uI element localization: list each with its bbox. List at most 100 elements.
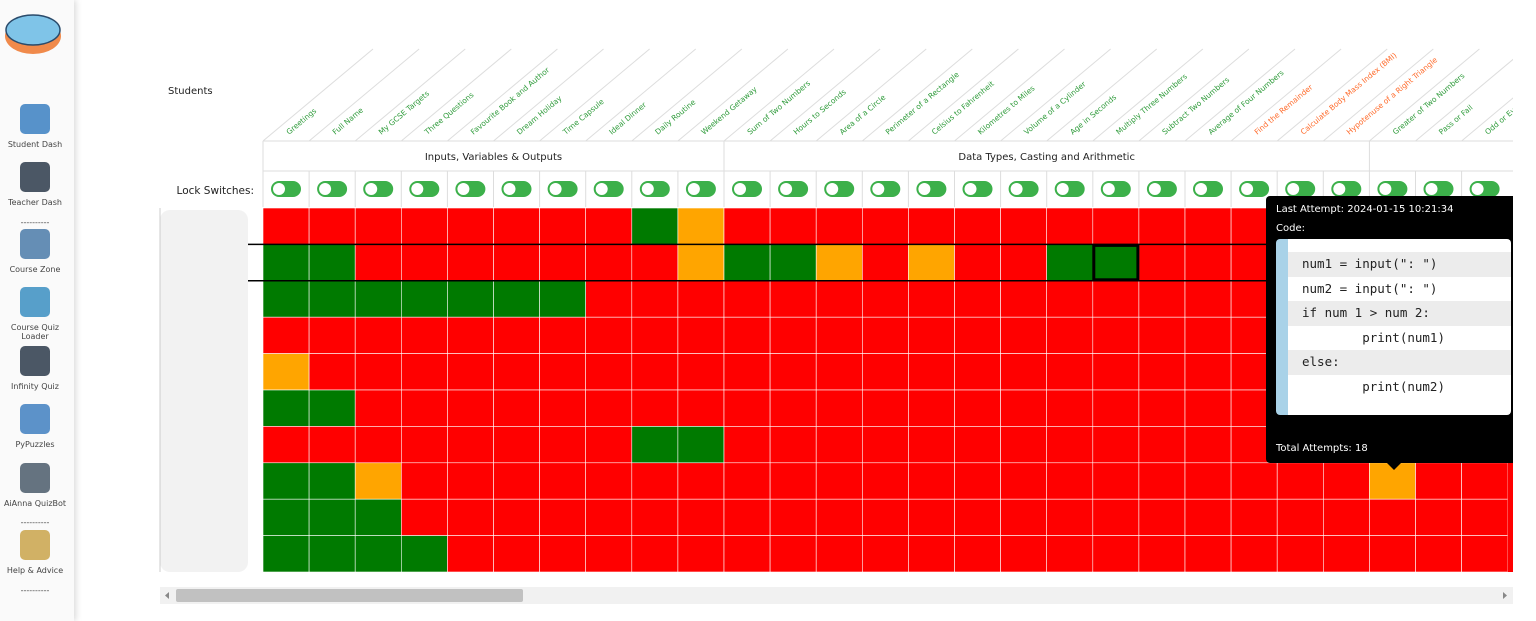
- result-cell: [539, 535, 586, 573]
- result-cell: [1000, 462, 1047, 500]
- column-header: Pass or Fail: [1437, 103, 1475, 137]
- scrollbar-thumb[interactable]: [176, 589, 523, 602]
- result-cell: [1092, 498, 1140, 536]
- last-attempt: Last Attempt: 2024-01-15 10:21:34: [1276, 204, 1454, 215]
- code-box: num1 = input(": ") num2 = input(": ") if n…: [1276, 239, 1511, 415]
- result-cell: [493, 498, 540, 536]
- header-diagonal: [631, 48, 743, 142]
- result-cell: [493, 535, 540, 573]
- nav-item[interactable]: Infinity Quiz: [11, 382, 59, 391]
- result-cell: [354, 389, 402, 427]
- header-diagonal: [1230, 48, 1342, 142]
- result-cell: [1323, 498, 1370, 536]
- result-cell: [631, 207, 679, 245]
- result-cell: [493, 207, 540, 245]
- header-diagonal: [262, 48, 374, 142]
- separator: ----------: [20, 218, 50, 227]
- code-line: num1 = input(": "): [1288, 252, 1511, 277]
- result-cell: [1323, 535, 1370, 573]
- result-cell: [1461, 535, 1508, 573]
- switch-knob: [1287, 183, 1300, 195]
- result-cell: [723, 535, 771, 573]
- result-cell: [493, 280, 540, 318]
- result-cell: [308, 207, 356, 245]
- result-cell: [1184, 389, 1232, 427]
- result-cell: [908, 280, 955, 318]
- header-diagonal: [447, 48, 558, 142]
- result-cell: [1415, 535, 1462, 573]
- code-line: if num 1 > num 2:: [1288, 301, 1511, 326]
- result-cell: [354, 353, 402, 391]
- switch-knob: [503, 183, 516, 195]
- result-cell: [585, 535, 633, 573]
- result-cell: [585, 462, 633, 500]
- result-cell: [631, 353, 679, 391]
- column-header: Full Name: [331, 105, 366, 136]
- nav-item[interactable]: AiAnna QuizBot: [3, 499, 67, 508]
- header-diagonal: [815, 48, 927, 142]
- result-cell: [447, 316, 494, 354]
- result-cell: [1000, 389, 1047, 427]
- result-cell: [908, 207, 955, 245]
- result-cell: [908, 462, 955, 500]
- result-cell: [954, 535, 1001, 573]
- lock-label: Lock Switches:: [177, 185, 254, 197]
- result-cell: [1000, 244, 1047, 282]
- switch-knob: [734, 183, 746, 195]
- result-cell: [677, 244, 725, 282]
- result-cell: [539, 462, 586, 500]
- header-diagonal: [1369, 48, 1480, 142]
- result-cell: [539, 280, 586, 318]
- result-cell: [262, 244, 310, 282]
- result-cell: [769, 280, 817, 318]
- nav-item[interactable]: Course Quiz Loader: [10, 323, 60, 341]
- result-cell: [954, 244, 1001, 282]
- result-cell: [815, 535, 863, 573]
- result-cell: [308, 316, 356, 354]
- switch-knob: [1195, 183, 1207, 195]
- switch-knob: [1010, 183, 1023, 195]
- header-diagonal: [723, 48, 835, 142]
- result-cell: [1138, 535, 1186, 573]
- result-cell: [1184, 353, 1232, 391]
- result-cell: [677, 280, 725, 318]
- result-cell: [861, 353, 909, 391]
- nav-item[interactable]: Course Zone: [9, 265, 61, 274]
- result-cell: [1415, 462, 1462, 500]
- result-cell: [1184, 498, 1232, 536]
- nav-item[interactable]: Student Dash: [7, 140, 63, 149]
- result-cell: [908, 389, 955, 427]
- nav-icon: [20, 104, 50, 134]
- result-cell: [677, 316, 725, 354]
- result-cell: [723, 207, 771, 245]
- result-cell: [1092, 462, 1140, 500]
- result-cell: [861, 462, 909, 500]
- header-diagonal: [908, 48, 1019, 142]
- header-diagonal: [1046, 48, 1158, 142]
- nav-item[interactable]: Teacher Dash: [8, 198, 62, 207]
- nav-item[interactable]: Help & Advice: [6, 566, 64, 575]
- switch-knob: [687, 183, 700, 195]
- switch-knob: [826, 183, 839, 195]
- nav-item[interactable]: PyPuzzles: [15, 440, 55, 449]
- result-cell: [354, 207, 402, 245]
- header-diagonal: [1276, 48, 1388, 142]
- result-cell: [585, 244, 633, 282]
- result-cell: [308, 462, 356, 500]
- header-diagonal: [1138, 48, 1250, 142]
- result-cell: [677, 535, 725, 573]
- header-diagonal: [493, 48, 604, 142]
- result-cell: [262, 389, 310, 427]
- column-header: Calculate Body Mass Index (BMI): [1299, 51, 1399, 137]
- result-cell: [354, 498, 402, 536]
- switch-knob: [641, 183, 654, 195]
- group-label: Inputs, Variables & Outputs: [425, 152, 562, 163]
- switch-knob: [457, 183, 470, 195]
- result-cell: [354, 280, 402, 318]
- result-cell: [723, 389, 771, 427]
- header-diagonal: [354, 48, 466, 142]
- result-cell: [354, 316, 402, 354]
- result-cell: [631, 462, 679, 500]
- result-cell: [539, 207, 586, 245]
